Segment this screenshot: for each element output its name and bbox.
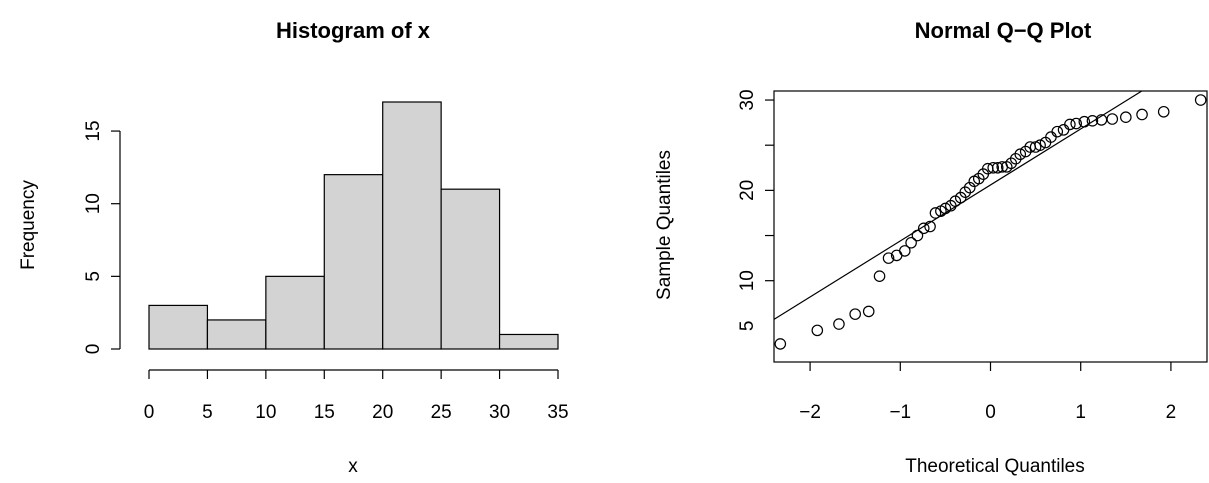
qq-y-tick-label: 30 — [737, 89, 758, 110]
histogram-panel: Histogram of x x Frequency 0 5 10 15 20 25 30 3… — [18, 18, 569, 477]
histogram-y-axis: 0 5 10 15 — [83, 120, 121, 355]
qq-point — [924, 220, 936, 233]
qq-plot-y-axis-label: Sample Quantiles — [654, 150, 675, 300]
histogram-x-tick-label: 30 — [489, 402, 510, 423]
histogram-y-tick-label: 10 — [83, 193, 104, 214]
qq-plot-title: Normal Q−Q Plot — [915, 18, 1092, 43]
qq-x-tick-label: −1 — [889, 402, 911, 423]
qq-plot-x-axis: −2 −1 0 1 2 — [799, 362, 1176, 423]
qq-point — [811, 324, 824, 337]
qq-point — [862, 305, 875, 318]
histogram-y-tick-label: 5 — [83, 271, 104, 282]
histogram-x-tick-label: 35 — [547, 402, 568, 423]
histogram-bars — [148, 101, 559, 350]
qq-point — [1005, 157, 1018, 170]
qq-x-tick-label: 1 — [1075, 402, 1086, 423]
qq-point — [1070, 117, 1082, 130]
qq-y-tick-label: 20 — [737, 180, 758, 201]
qq-point — [873, 270, 886, 282]
qq-point — [972, 172, 985, 185]
qq-point — [1194, 94, 1207, 106]
qq-point — [1136, 108, 1148, 121]
histogram-bar — [440, 188, 501, 350]
qq-x-tick-label: −2 — [799, 402, 821, 423]
histogram-bar — [498, 333, 559, 350]
histogram-x-tick-label: 0 — [144, 402, 155, 423]
qq-point — [1078, 115, 1091, 128]
histogram-x-tick-label: 20 — [372, 402, 393, 423]
qq-point — [882, 252, 895, 264]
qq-point — [917, 222, 930, 235]
histogram-x-tick-label: 15 — [314, 402, 335, 423]
qq-point — [1086, 115, 1099, 127]
qq-point — [959, 186, 972, 198]
histogram-x-axis: 0 5 10 15 20 25 30 35 — [144, 369, 569, 423]
histogram-y-tick-label: 15 — [83, 120, 104, 141]
histogram-bar — [323, 174, 384, 350]
qq-point — [833, 318, 845, 330]
qq-point — [1019, 145, 1032, 158]
qq-plot-frame — [773, 90, 1208, 363]
qq-point — [1014, 148, 1027, 161]
qq-point — [1106, 113, 1119, 125]
histogram-y-tick-label: 0 — [83, 344, 104, 355]
qq-points — [774, 94, 1207, 350]
histogram-bar — [382, 101, 442, 350]
qq-point — [905, 236, 917, 249]
qq-point — [939, 202, 952, 215]
histogram-x-axis-label: x — [348, 456, 358, 477]
qq-point — [899, 245, 911, 257]
qq-point — [911, 229, 924, 242]
histogram-bar — [265, 275, 325, 350]
qq-y-tick-label: 10 — [737, 270, 758, 291]
qq-point — [1064, 118, 1076, 131]
qq-plot-y-axis: 5 10 20 30 — [737, 89, 774, 331]
histogram-bar — [148, 304, 209, 350]
qq-point — [1057, 124, 1070, 136]
qq-point — [1157, 105, 1170, 118]
qq-point — [849, 308, 861, 320]
histogram-x-tick-label: 10 — [255, 402, 276, 423]
qq-plot-x-axis-label: Theoretical Quantiles — [905, 456, 1085, 477]
qq-x-tick-label: 2 — [1166, 402, 1177, 423]
qq-point — [987, 161, 1000, 174]
qq-point — [945, 199, 957, 212]
qq-plot-panel: Normal Q−Q Plot Theoretical Quantiles Sa… — [654, 18, 1208, 477]
qq-x-tick-label: 0 — [985, 402, 996, 423]
qq-point — [1009, 152, 1022, 165]
qq-point — [1034, 139, 1046, 151]
qq-point — [991, 161, 1004, 174]
qq-y-tick-label: 5 — [737, 321, 758, 332]
histogram-title: Histogram of x — [276, 18, 431, 43]
qq-point — [1051, 125, 1064, 138]
histogram-y-axis-label: Frequency — [18, 180, 39, 270]
qq-point — [774, 338, 787, 350]
histogram-bar — [206, 319, 267, 350]
histogram-x-tick-label: 5 — [202, 402, 213, 423]
qq-point — [1120, 111, 1132, 123]
qq-point — [929, 207, 942, 219]
histogram-x-tick-label: 25 — [431, 402, 452, 423]
